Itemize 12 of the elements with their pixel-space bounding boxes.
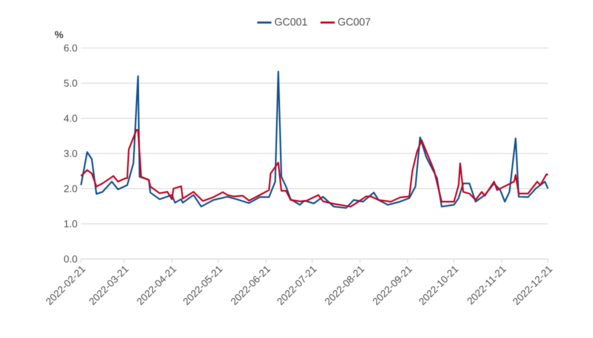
y-tick-label: 2.0 [64,185,78,192]
y-tick-label: 5.0 [64,80,78,87]
y-tick-label: 6.0 [64,44,78,52]
line-series [80,70,549,209]
y-axis-title: % [54,31,64,38]
legend-label: GC001 [274,18,308,26]
line-series [80,129,549,208]
y-tick-label: 0.0 [64,255,78,263]
legend-label: GC007 [338,18,370,26]
y-tick-label: 4.0 [64,114,78,122]
y-tick-label: 3.0 [64,150,78,158]
y-tick-label: 1.0 [64,220,78,228]
